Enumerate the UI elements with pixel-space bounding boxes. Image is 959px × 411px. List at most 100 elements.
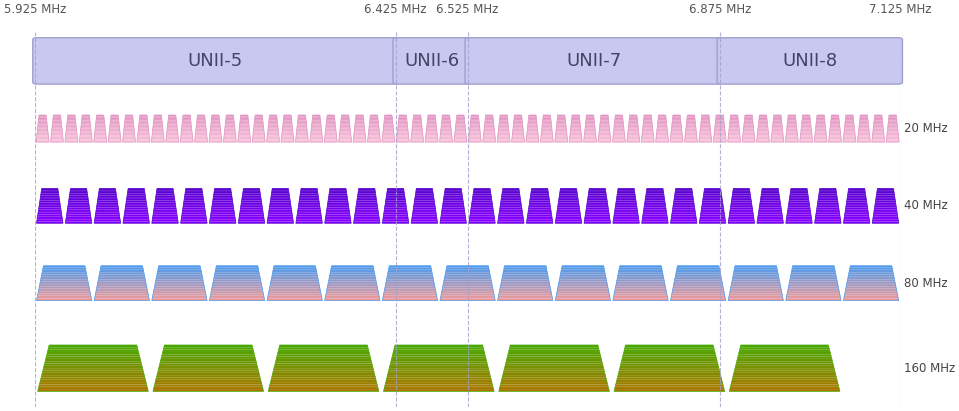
- Polygon shape: [484, 125, 494, 126]
- Polygon shape: [185, 192, 202, 194]
- Polygon shape: [730, 120, 738, 122]
- Polygon shape: [526, 134, 538, 135]
- Polygon shape: [542, 129, 552, 130]
- Polygon shape: [674, 195, 693, 197]
- Polygon shape: [299, 201, 319, 202]
- Polygon shape: [873, 218, 899, 220]
- Polygon shape: [66, 125, 76, 126]
- Polygon shape: [386, 199, 406, 201]
- Polygon shape: [671, 293, 725, 296]
- Polygon shape: [615, 289, 667, 290]
- Polygon shape: [82, 119, 90, 120]
- Polygon shape: [331, 268, 374, 269]
- Polygon shape: [846, 206, 868, 208]
- Polygon shape: [615, 120, 623, 122]
- Polygon shape: [771, 138, 784, 139]
- Polygon shape: [499, 130, 509, 131]
- Polygon shape: [503, 268, 547, 269]
- Polygon shape: [416, 189, 433, 190]
- Polygon shape: [240, 122, 248, 123]
- Polygon shape: [68, 202, 89, 204]
- Polygon shape: [443, 282, 492, 283]
- Polygon shape: [339, 139, 352, 141]
- Polygon shape: [643, 216, 667, 218]
- Polygon shape: [541, 137, 553, 138]
- Polygon shape: [329, 276, 376, 278]
- Polygon shape: [388, 269, 432, 271]
- Polygon shape: [801, 134, 812, 135]
- Polygon shape: [238, 141, 250, 142]
- Polygon shape: [620, 361, 717, 364]
- Polygon shape: [37, 296, 91, 297]
- Polygon shape: [387, 189, 404, 190]
- Polygon shape: [296, 137, 308, 138]
- Polygon shape: [109, 131, 120, 133]
- Polygon shape: [656, 134, 667, 135]
- Polygon shape: [789, 282, 837, 283]
- Polygon shape: [850, 268, 893, 269]
- Polygon shape: [110, 119, 119, 120]
- Polygon shape: [815, 133, 827, 134]
- Polygon shape: [94, 135, 106, 137]
- Polygon shape: [759, 211, 782, 213]
- Polygon shape: [212, 116, 220, 118]
- Polygon shape: [556, 292, 609, 293]
- Polygon shape: [587, 204, 608, 206]
- Polygon shape: [760, 204, 781, 206]
- Polygon shape: [239, 134, 250, 135]
- Polygon shape: [801, 133, 812, 134]
- Polygon shape: [848, 276, 894, 278]
- Polygon shape: [469, 133, 480, 134]
- Polygon shape: [674, 279, 722, 282]
- Polygon shape: [699, 222, 726, 223]
- Polygon shape: [155, 377, 261, 380]
- Polygon shape: [297, 211, 321, 213]
- Polygon shape: [97, 204, 118, 206]
- Polygon shape: [214, 275, 260, 276]
- Polygon shape: [326, 127, 336, 129]
- Polygon shape: [586, 209, 609, 211]
- Polygon shape: [298, 202, 319, 204]
- Polygon shape: [272, 273, 317, 275]
- Polygon shape: [387, 273, 433, 275]
- Polygon shape: [325, 134, 337, 135]
- Polygon shape: [656, 138, 668, 139]
- Polygon shape: [81, 125, 90, 126]
- Polygon shape: [166, 141, 178, 142]
- Polygon shape: [241, 202, 262, 204]
- Polygon shape: [642, 222, 668, 223]
- Polygon shape: [735, 268, 777, 269]
- Polygon shape: [702, 206, 723, 208]
- Polygon shape: [788, 116, 796, 118]
- Polygon shape: [571, 131, 581, 133]
- Polygon shape: [311, 135, 322, 137]
- Polygon shape: [183, 115, 191, 116]
- Polygon shape: [874, 209, 897, 211]
- Polygon shape: [800, 137, 812, 138]
- Polygon shape: [169, 115, 176, 116]
- Polygon shape: [80, 138, 92, 139]
- Polygon shape: [440, 135, 452, 137]
- Polygon shape: [643, 209, 667, 211]
- Polygon shape: [52, 133, 62, 134]
- Polygon shape: [672, 122, 681, 123]
- Polygon shape: [125, 209, 148, 211]
- Polygon shape: [600, 119, 609, 120]
- Polygon shape: [874, 213, 898, 215]
- Polygon shape: [123, 141, 135, 142]
- Polygon shape: [470, 127, 480, 129]
- Polygon shape: [52, 125, 61, 126]
- Polygon shape: [642, 141, 654, 142]
- Polygon shape: [160, 359, 256, 361]
- Polygon shape: [687, 116, 695, 118]
- Polygon shape: [139, 125, 149, 126]
- Polygon shape: [800, 138, 812, 139]
- Polygon shape: [735, 266, 777, 268]
- Polygon shape: [269, 389, 379, 391]
- Polygon shape: [529, 202, 550, 204]
- Polygon shape: [386, 276, 433, 278]
- Polygon shape: [391, 359, 486, 361]
- Polygon shape: [441, 122, 451, 123]
- Polygon shape: [787, 123, 796, 125]
- Polygon shape: [96, 120, 105, 122]
